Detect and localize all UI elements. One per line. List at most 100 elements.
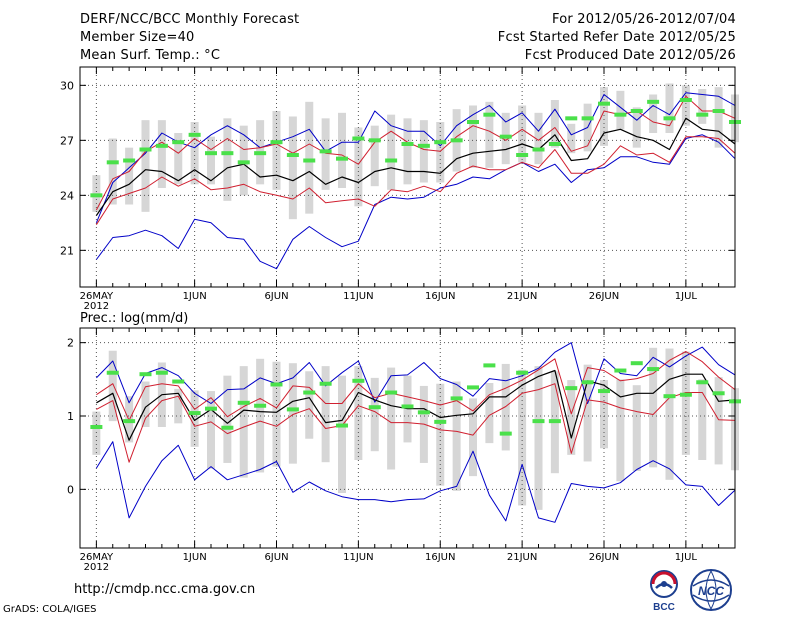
range-bar — [321, 118, 330, 190]
observed-marker — [401, 404, 414, 409]
observed-marker — [483, 363, 496, 368]
range-bar — [174, 388, 183, 424]
range-bar — [534, 366, 543, 510]
source-url[interactable]: http://cmdp.ncc.cma.gov.cn — [74, 582, 256, 597]
observed-marker — [221, 425, 234, 430]
fcst-started-date: Fcst Started Refer Date 2012/05/25 — [497, 30, 736, 45]
observed-marker — [516, 370, 529, 375]
y-tick-label: 21 — [60, 244, 74, 257]
range-bar — [600, 380, 608, 449]
series-mean-line — [96, 369, 736, 441]
x-tick-label: 1JUL — [675, 552, 698, 563]
x-tick-label: 21JUN — [507, 552, 537, 563]
range-bar — [436, 122, 445, 183]
range-bar — [207, 136, 215, 185]
observed-marker — [450, 138, 463, 143]
range-bar — [272, 111, 281, 190]
range-bar — [338, 375, 346, 493]
range-bar — [632, 107, 641, 148]
observed-marker — [548, 419, 561, 424]
x-year-label: 2012 — [84, 301, 109, 312]
range-bar — [288, 116, 297, 220]
observed-marker — [663, 116, 676, 121]
observed-marker — [139, 372, 152, 377]
range-bar — [714, 377, 723, 465]
bcc-logo: BCC — [650, 570, 678, 612]
observed-marker — [679, 98, 692, 102]
range-bar — [698, 379, 707, 460]
x-tick-label: 6JUN — [264, 291, 288, 302]
range-bar — [616, 379, 625, 482]
observed-marker — [614, 368, 627, 373]
observed-marker — [565, 386, 578, 391]
range-bar — [714, 87, 723, 148]
observed-marker — [598, 101, 610, 106]
range-bar — [534, 112, 543, 165]
observed-marker — [106, 160, 119, 165]
series-mean-line — [95, 117, 736, 216]
x-tick-label: 26MAY — [80, 552, 114, 563]
x-tick-label: 26JUN — [589, 552, 619, 563]
observed-marker — [581, 116, 594, 121]
range-bar — [698, 89, 707, 124]
range-bar — [190, 390, 199, 447]
range-bar — [649, 94, 658, 133]
y-tick-label: 0 — [67, 483, 74, 496]
series-min-line — [95, 134, 736, 270]
observed-marker — [696, 380, 709, 385]
observed-marker — [123, 158, 136, 163]
observed-marker — [123, 419, 136, 424]
series-max-line — [95, 92, 736, 223]
range-bar — [387, 367, 396, 470]
range-bar — [436, 383, 445, 486]
range-bar — [272, 361, 281, 467]
range-bar — [567, 380, 576, 455]
range-bar — [485, 383, 494, 444]
observed-marker — [532, 419, 545, 424]
x-tick-label: 16JUN — [425, 552, 455, 563]
observed-marker — [450, 396, 463, 401]
range-bar — [550, 100, 559, 148]
range-bar — [419, 120, 428, 183]
forecast-period: For 2012/05/26-2012/07/04 — [552, 12, 736, 27]
precipitation-panel: Prec.: log(mm/d) 26MAY 1JUN 6JUN 11JUN 16JUN 2… — [67, 311, 741, 573]
x-tick-label: 11JUN — [343, 552, 373, 563]
observed-marker — [417, 143, 430, 148]
observed-marker — [286, 153, 299, 157]
observed-marker — [434, 419, 447, 424]
range-bar — [305, 101, 314, 214]
range-bar — [567, 123, 576, 154]
temperature-panel: 26MAY 1JUN 6JUN 11JUN 16JUN 21JUN 26JUN 1JUL 201… — [60, 66, 741, 312]
observed-marker — [499, 431, 512, 436]
range-bar — [600, 87, 608, 146]
observed-marker — [188, 411, 201, 416]
series-upper-line — [96, 351, 736, 421]
observed-marker — [516, 153, 529, 157]
observed-marker — [467, 385, 479, 390]
observed-marker — [221, 151, 234, 156]
grads-credit: GrADS: COLA/IGES — [3, 604, 97, 615]
range-bar — [452, 381, 461, 491]
observed-marker — [139, 147, 152, 152]
observed-marker — [647, 367, 660, 372]
observed-marker — [434, 140, 447, 145]
series-max-line — [96, 342, 736, 404]
range-bar — [403, 118, 412, 185]
range-bar — [157, 120, 166, 188]
observed-marker — [385, 390, 398, 395]
observed-marker — [581, 380, 594, 385]
observed-marker — [598, 389, 610, 394]
range-bar — [207, 391, 215, 469]
range-bar — [469, 398, 477, 477]
observed-marker — [237, 400, 250, 405]
x-year-label: 2012 — [84, 562, 109, 573]
ncc-logo-text: NCC — [698, 584, 724, 598]
range-bar — [223, 375, 232, 463]
observed-marker — [270, 382, 283, 387]
observed-marker — [155, 143, 168, 148]
observed-marker — [352, 136, 365, 141]
observed-marker — [614, 112, 627, 117]
range-bar — [616, 90, 625, 130]
range-bar — [288, 363, 297, 464]
